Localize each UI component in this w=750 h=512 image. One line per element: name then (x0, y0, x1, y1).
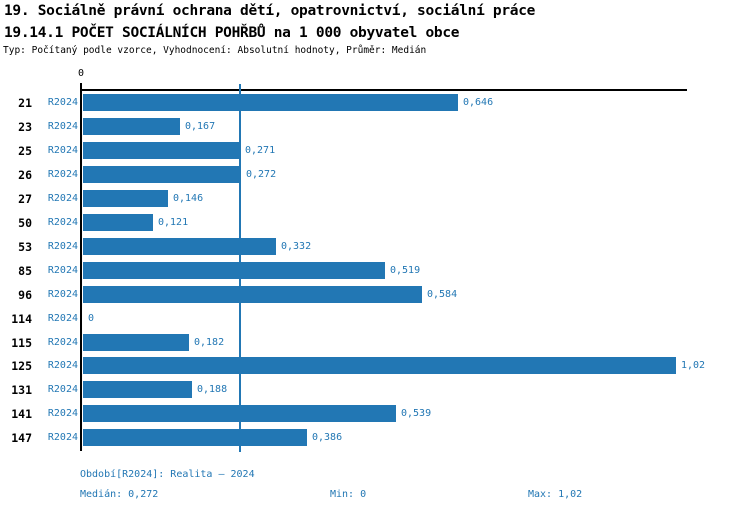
series-period-label: R2024 (47, 168, 78, 180)
chart-row: 131 R2024 0,188 (0, 381, 750, 399)
chapter-title: 19. Sociálně právní ochrana dětí, opatro… (4, 3, 536, 19)
chart-row: 21 R2024 0,646 (0, 94, 750, 111)
category-label: 115 (11, 335, 32, 350)
category-label: 96 (18, 287, 32, 302)
footer-period-label: Období[R2024]: Realita – 2024 (80, 469, 255, 480)
series-period-label: R2024 (47, 120, 78, 132)
value-bar (83, 213, 153, 231)
chart-row: 27 R2024 0,146 (0, 189, 750, 207)
value-bar (83, 165, 241, 183)
value-bar (83, 141, 240, 159)
category-label: 125 (11, 359, 32, 374)
series-period-label: R2024 (47, 408, 78, 420)
footer-min-label: Min: 0 (330, 489, 367, 500)
value-label: 0,188 (197, 384, 228, 396)
x-axis-line (80, 89, 687, 91)
category-label: 23 (18, 119, 32, 134)
chart-row: 125 R2024 1,02 (0, 357, 750, 375)
category-label: 26 (18, 167, 32, 182)
chart-row: 141 R2024 0,539 (0, 405, 750, 423)
category-label: 21 (18, 96, 32, 110)
y-axis-line (80, 83, 82, 451)
chart-row: 25 R2024 0,271 (0, 141, 750, 159)
series-period-label: R2024 (47, 288, 78, 300)
series-period-label: R2024 (47, 216, 78, 228)
value-bar (83, 429, 307, 447)
value-bar (83, 261, 385, 279)
value-label: 0,272 (246, 168, 277, 180)
value-bar (83, 357, 676, 375)
series-period-label: R2024 (47, 312, 78, 324)
category-label: 25 (18, 143, 32, 158)
value-label: 0,386 (312, 432, 343, 444)
value-bar (83, 189, 168, 207)
series-period-label: R2024 (47, 264, 78, 276)
series-period-label: R2024 (47, 97, 78, 108)
chart-row: 50 R2024 0,121 (0, 213, 750, 231)
chart-row: 26 R2024 0,272 (0, 165, 750, 183)
indicator-title: 19.14.1 POČET SOCIÁLNÍCH POHŘBŮ na 1 000… (4, 25, 460, 41)
footer-median-label: Medián: 0,272 (80, 489, 159, 500)
chart-row: 114 R2024 0 (0, 310, 750, 327)
value-bar (83, 94, 458, 111)
value-bar (83, 237, 276, 255)
value-label: 0,121 (158, 216, 189, 228)
series-period-label: R2024 (47, 360, 78, 372)
chart-row: 115 R2024 0,182 (0, 333, 750, 351)
chart-row: 96 R2024 0,584 (0, 285, 750, 303)
series-period-label: R2024 (47, 432, 78, 444)
value-bar (83, 117, 180, 135)
category-label: 131 (11, 383, 32, 398)
chart-row: 23 R2024 0,167 (0, 117, 750, 135)
series-period-label: R2024 (47, 144, 78, 156)
value-label: 0,332 (281, 240, 312, 252)
value-label: 1,02 (681, 360, 706, 372)
value-label: 0,271 (245, 144, 276, 156)
value-label: 0,146 (173, 192, 204, 204)
category-label: 50 (18, 215, 32, 230)
series-period-label: R2024 (47, 192, 78, 204)
x-axis-zero-tick-label: 0 (77, 68, 85, 79)
series-period-label: R2024 (47, 384, 78, 396)
category-label: 141 (11, 407, 32, 422)
value-bar (83, 285, 422, 303)
category-label: 147 (11, 431, 32, 446)
category-label: 27 (18, 191, 32, 206)
value-label: 0,519 (390, 264, 421, 276)
chart-subtitle: Typ: Počítaný podle vzorce, Vyhodnocení:… (3, 45, 427, 56)
value-label: 0,167 (185, 120, 216, 132)
category-label: 53 (18, 239, 32, 254)
value-bar (83, 333, 189, 351)
series-period-label: R2024 (47, 336, 78, 348)
chart-row: 85 R2024 0,519 (0, 261, 750, 279)
value-bar (83, 381, 192, 399)
chart-row: 53 R2024 0,332 (0, 237, 750, 255)
value-label: 0,584 (427, 288, 458, 300)
value-label: 0,646 (463, 97, 494, 108)
category-label: 114 (11, 311, 32, 326)
value-label: 0 (88, 312, 95, 324)
value-label: 0,182 (194, 336, 225, 348)
value-bar (83, 405, 396, 423)
chart-row: 147 R2024 0,386 (0, 429, 750, 447)
value-label: 0,539 (401, 408, 432, 420)
series-period-label: R2024 (47, 240, 78, 252)
footer-max-label: Max: 1,02 (528, 489, 583, 500)
category-label: 85 (18, 263, 32, 278)
